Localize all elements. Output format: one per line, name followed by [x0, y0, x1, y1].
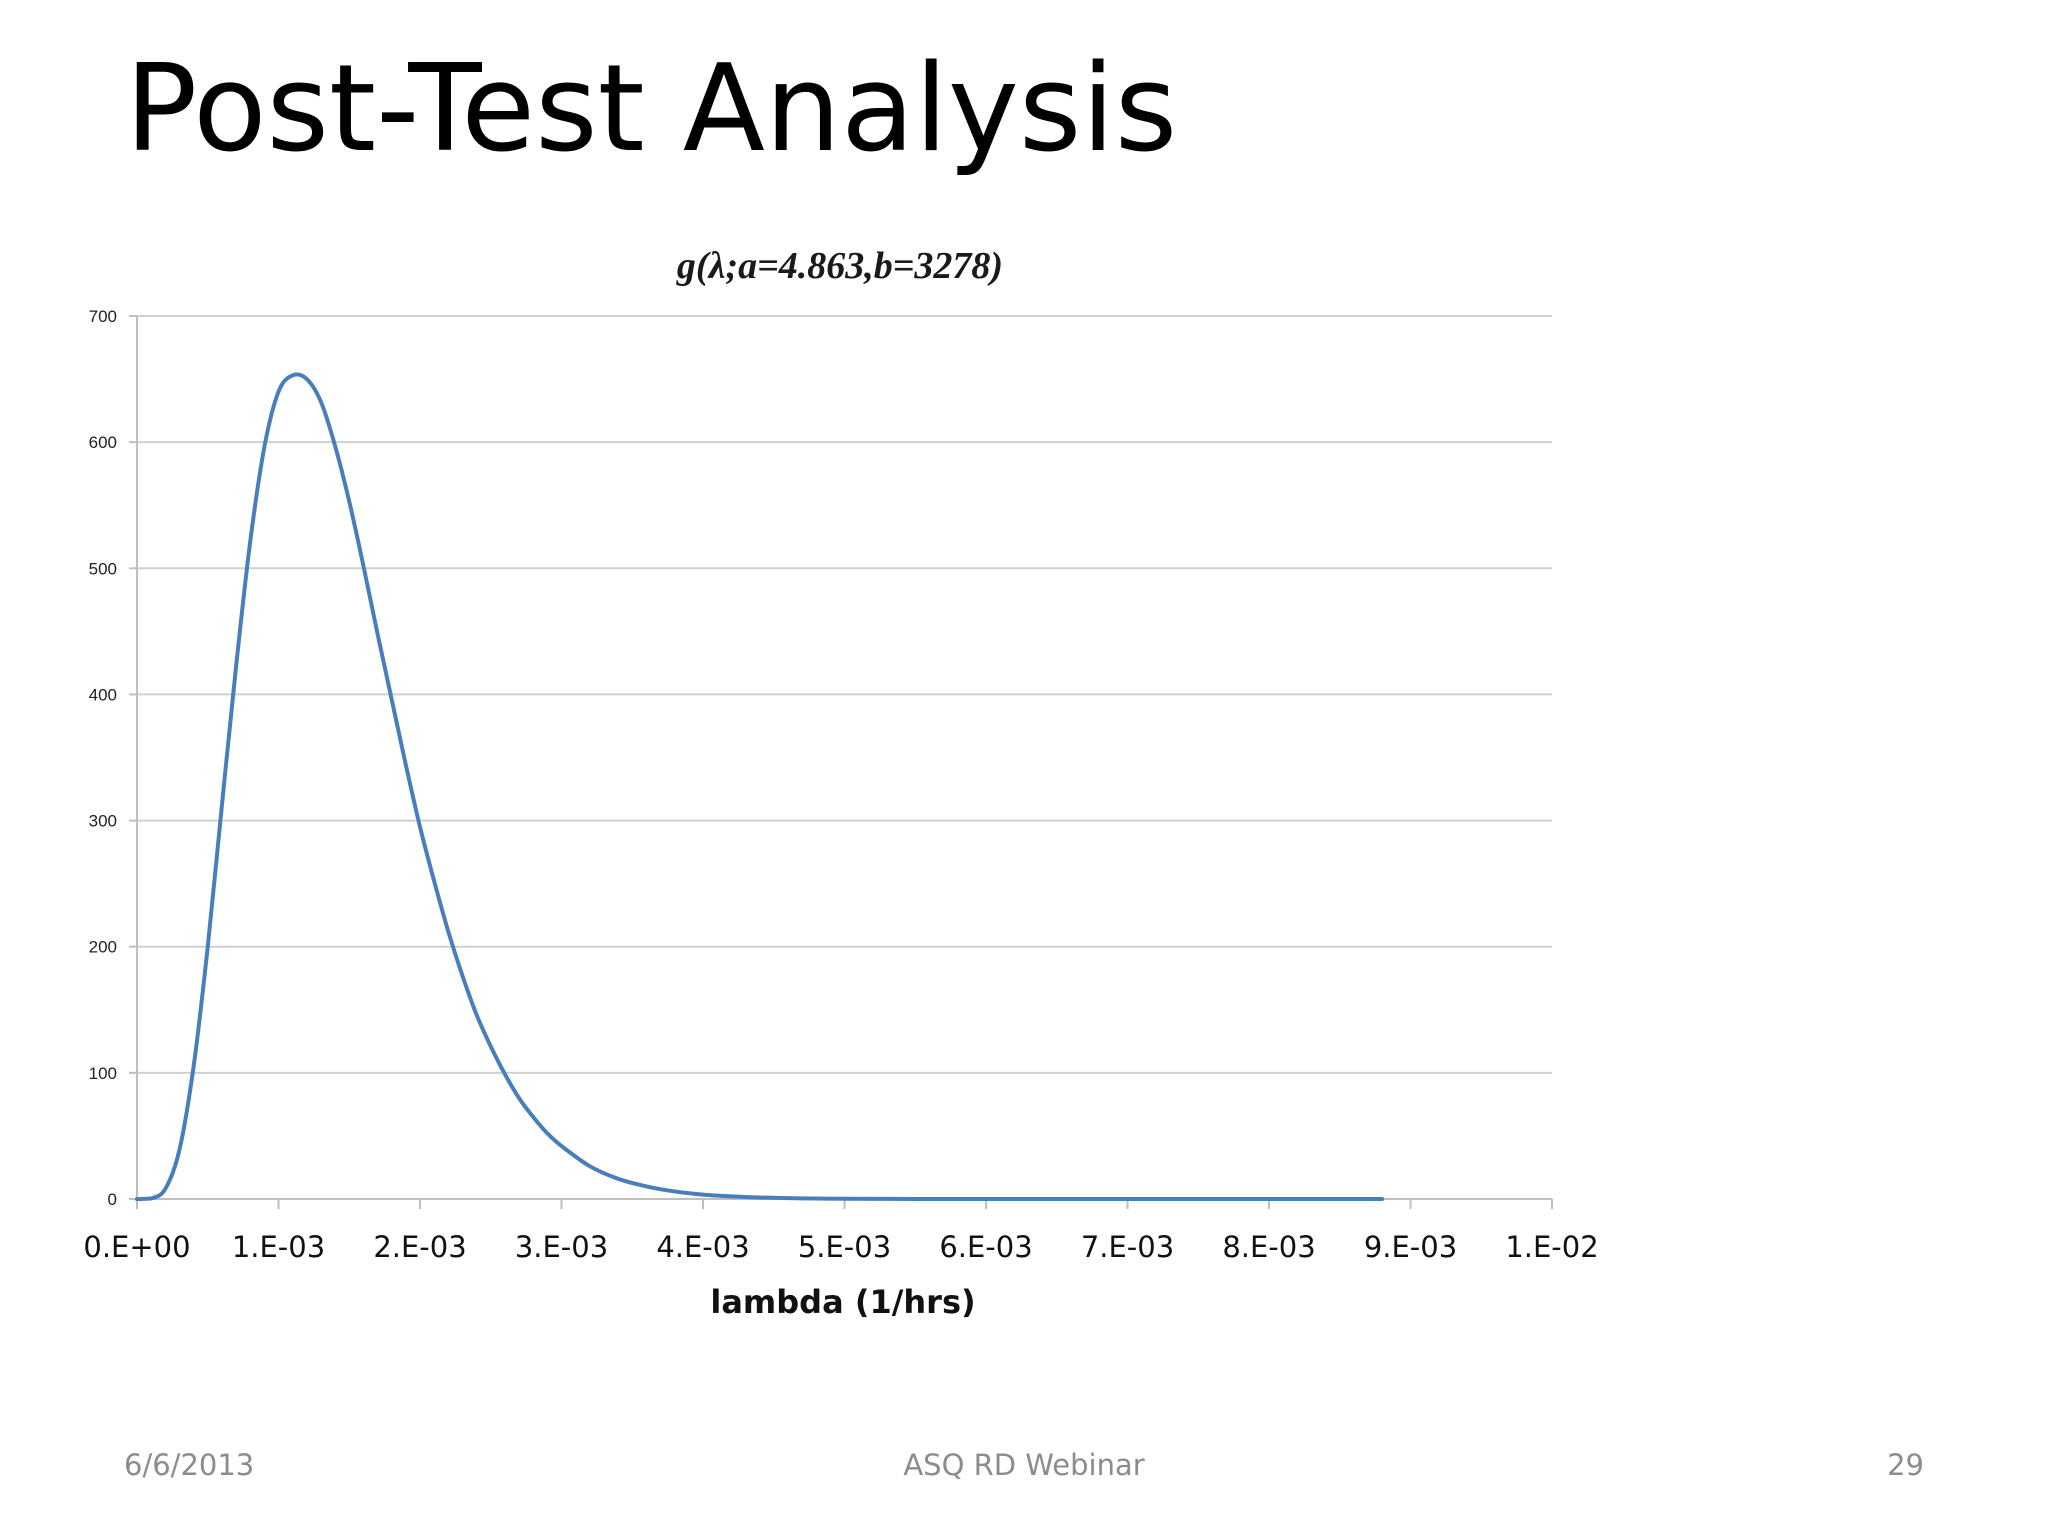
x-tick-label: 1.E-02 — [1505, 1230, 1598, 1264]
slide-title: Post-Test Analysis — [125, 40, 1178, 179]
y-tick-label: 300 — [89, 812, 117, 831]
y-tick-label: 600 — [89, 433, 117, 452]
x-tick-label: 2.E-03 — [373, 1230, 466, 1264]
x-tick-label: 4.E-03 — [656, 1230, 749, 1264]
y-tick-label: 100 — [89, 1064, 117, 1083]
y-tick-label: 500 — [89, 559, 117, 578]
footer-date: 6/6/2013 — [124, 1448, 255, 1482]
footer-title: ASQ RD Webinar — [903, 1448, 1145, 1482]
x-tick-label: 7.E-03 — [1081, 1230, 1174, 1264]
x-tick-label: 9.E-03 — [1364, 1230, 1457, 1264]
y-tick-label: 700 — [89, 307, 117, 326]
series-line — [135, 372, 1385, 1202]
series-layer — [135, 372, 1385, 1202]
x-tick-label: 5.E-03 — [798, 1230, 891, 1264]
y-tick-label: 0 — [108, 1190, 117, 1209]
axes — [129, 315, 1553, 1209]
x-tick-label: 6.E-03 — [939, 1230, 1032, 1264]
gridlines — [137, 315, 1552, 1074]
x-tick-label: 0.E+00 — [83, 1230, 190, 1264]
x-axis-label: lambda (1/hrs) — [710, 1283, 975, 1321]
x-tick-labels: 0.E+00 1.E-03 2.E-03 3.E-03 4.E-03 5.E-03 6.E-… — [83, 1230, 1598, 1264]
page-number: 29 — [1887, 1448, 1924, 1482]
x-tick-label: 1.E-03 — [232, 1230, 325, 1264]
x-tick-label: 8.E-03 — [1222, 1230, 1315, 1264]
chart-title: g(λ;a=4.863,b=3278) — [676, 245, 1003, 287]
y-tick-label: 200 — [89, 938, 117, 957]
x-tick-label: 3.E-03 — [515, 1230, 608, 1264]
y-tick-labels: 0 100 200 300 400 500 600 700 — [89, 307, 117, 1209]
y-tick-label: 400 — [89, 685, 117, 704]
chart: g(λ;a=4.863,b=3278) 0 100 200 300 400 500 600 7… — [83, 245, 1598, 1321]
